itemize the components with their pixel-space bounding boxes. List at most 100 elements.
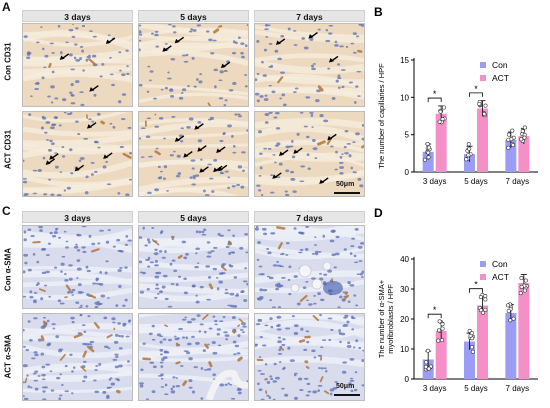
data-point [522, 135, 527, 140]
data-point [483, 103, 488, 108]
panel-c-image [254, 225, 365, 309]
y-tick-label: 15 [400, 56, 409, 65]
bar [464, 154, 475, 172]
significance-star: * [433, 89, 437, 99]
legend-swatch [480, 274, 486, 280]
data-point [482, 111, 487, 116]
arrow-icon [308, 32, 318, 39]
micrograph [139, 226, 248, 308]
arrow-icon [174, 135, 185, 142]
data-point [511, 316, 516, 321]
arrow-icon [220, 61, 231, 69]
micrograph [255, 226, 364, 308]
micrograph [23, 112, 132, 196]
data-point [426, 150, 431, 155]
arrow-icon [86, 122, 97, 129]
data-point [519, 137, 524, 142]
x-tick-label: 7 days [506, 384, 530, 393]
legend-label: ACT [492, 73, 509, 83]
arrow-icon [49, 153, 59, 160]
data-point [508, 318, 513, 323]
data-point [520, 129, 525, 134]
panel-a-image [138, 111, 249, 197]
y-axis-label: The number of capillaries / HPF [377, 63, 386, 169]
legend-label: Con [492, 60, 508, 70]
y-axis-label: The number of α-SMA+myofibroblasts / HPF [377, 279, 395, 358]
data-point [425, 348, 430, 353]
arrow-icon [197, 145, 207, 152]
data-point [423, 364, 428, 369]
bar [435, 113, 447, 172]
data-point [518, 291, 523, 296]
significance-star: * [474, 84, 478, 94]
panel-c-row-label-1: Con α-SMA [3, 247, 13, 292]
x-tick-label: 7 days [506, 177, 530, 186]
data-point [506, 132, 511, 137]
data-point [483, 293, 488, 298]
arrow-icon [216, 146, 226, 153]
micrograph [139, 112, 248, 196]
bar [435, 331, 447, 379]
panel-c-scale-label: 50μm [336, 383, 355, 390]
data-point [510, 142, 515, 147]
micrograph [139, 24, 248, 106]
panel-a-image [22, 23, 133, 107]
data-point [519, 284, 524, 289]
data-point [438, 109, 443, 114]
legend-label: Con [492, 259, 508, 269]
data-point [423, 157, 428, 162]
arrow-icon [278, 149, 289, 157]
panel-a-scale-label: 50μm [336, 181, 355, 188]
arrow-icon [217, 164, 228, 172]
panel-a-row-label-2: ACT CD31 [3, 129, 13, 170]
arrow-icon [194, 123, 204, 130]
panel-a-image [254, 23, 365, 107]
y-tick-label: 10 [400, 93, 409, 102]
arrow-icon [199, 166, 209, 173]
legend-label: ACT [492, 272, 509, 282]
bar-chart-b: B 0 5 10 15 The number of capillaries / HPF 3 … [374, 5, 538, 186]
data-point [506, 145, 511, 150]
data-point [440, 326, 445, 331]
data-point [479, 308, 484, 313]
bar [518, 283, 530, 379]
panel-a-row-label-1: Con CD31 [3, 42, 13, 81]
arrow-icon [103, 152, 113, 159]
y-tick-label: 40 [400, 255, 409, 264]
panel-a-letter: A [2, 0, 11, 14]
panel-a-image [254, 111, 365, 197]
arrow-icon [328, 55, 339, 63]
significance-star: * [474, 280, 478, 290]
bar [505, 139, 517, 172]
bar [518, 136, 530, 172]
data-point [483, 297, 488, 302]
panel-c-image [254, 313, 365, 401]
panel-a-image [22, 111, 133, 197]
micrograph [255, 24, 364, 106]
arrow-icon [183, 150, 193, 158]
micrograph [23, 314, 132, 400]
y-tick-label: 30 [400, 285, 409, 294]
data-point [466, 142, 471, 147]
panel-a-scale-bar [334, 192, 360, 194]
bar [464, 341, 475, 379]
panel-c-image [22, 225, 133, 309]
significance-bracket [427, 97, 442, 103]
chart-letter: B [374, 5, 383, 19]
legend-swatch [480, 75, 486, 81]
arrow-icon [174, 36, 185, 44]
data-point [440, 338, 445, 343]
panel-c-image [138, 313, 249, 401]
panel-a-col-head-1: 3 days [22, 10, 133, 22]
bar [477, 305, 488, 379]
arrow-icon [213, 165, 223, 173]
panel-c-image [138, 225, 249, 309]
y-tick-label: 0 [405, 375, 410, 384]
data-point [469, 331, 474, 336]
data-point [441, 105, 446, 110]
arrow-icon [275, 38, 286, 45]
data-point [466, 153, 471, 158]
panel-a-col-head-3: 7 days [254, 10, 365, 22]
data-point [481, 310, 486, 315]
x-tick-label: 5 days [464, 384, 488, 393]
